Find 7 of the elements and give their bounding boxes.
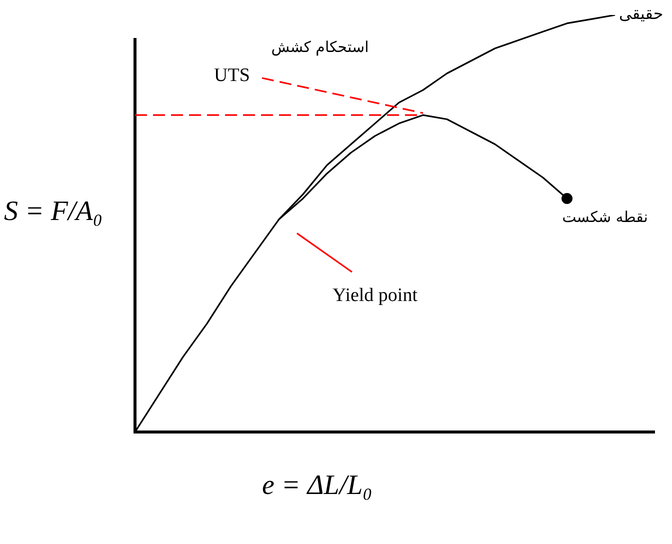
- series-label: حقیقی: [619, 4, 664, 24]
- annotation: Yield point: [332, 284, 418, 306]
- annotation: استحکام کشش: [271, 38, 369, 56]
- annotation: UTS: [214, 64, 250, 86]
- annotation: نقطه شکست: [562, 208, 648, 226]
- x-axis-title: e = ΔL/L₀: [262, 470, 372, 502]
- y-axis-title: S = F/A₀: [4, 196, 103, 228]
